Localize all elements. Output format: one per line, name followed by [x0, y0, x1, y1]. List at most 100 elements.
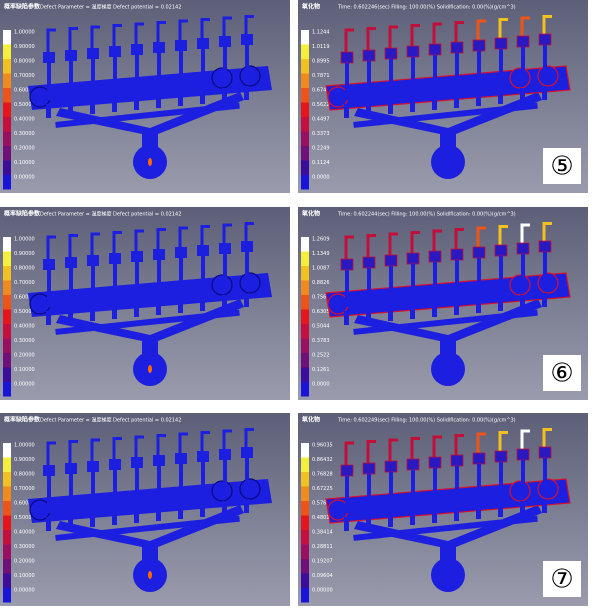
riser-hook — [366, 234, 376, 257]
legend-label: 1.1244 — [312, 30, 330, 36]
legend-label: 0.20000 — [14, 353, 35, 359]
legend-swatch — [3, 573, 11, 588]
riser-neck — [47, 270, 51, 307]
leg — [410, 511, 415, 525]
riser-neck — [477, 464, 481, 501]
legend-label: 0.40000 — [14, 324, 35, 330]
legend-label: 0.96035 — [312, 443, 333, 449]
casting — [325, 15, 571, 179]
leg — [46, 311, 51, 325]
legend-swatch — [3, 146, 11, 161]
legend-label: 0.60000 — [14, 88, 35, 94]
riser-neck — [455, 260, 459, 297]
riser-block — [219, 36, 231, 47]
legend-label: 0.86432 — [312, 457, 333, 463]
legend-swatch — [301, 530, 309, 545]
riser-hook — [222, 16, 232, 36]
riser-hook — [520, 16, 530, 36]
riser-neck — [345, 476, 349, 513]
legend-label: 0.60000 — [14, 295, 35, 301]
riser-neck — [157, 53, 161, 90]
riser-neck — [135, 55, 139, 92]
riser-hook — [366, 27, 376, 50]
runner-ring — [509, 480, 531, 502]
legend-swatch — [301, 251, 309, 266]
riser-block — [384, 460, 398, 473]
riser-block — [516, 448, 530, 461]
leg — [476, 505, 481, 519]
panel-title: 概率缺陷参数 — [4, 210, 41, 218]
legend-swatch — [3, 486, 11, 501]
label-box — [543, 561, 581, 597]
riser-neck — [345, 270, 349, 307]
legend-swatch — [3, 131, 11, 146]
leg — [112, 305, 117, 319]
legend-swatch — [3, 457, 11, 472]
panel-label: ⑥ — [550, 359, 573, 389]
leg — [244, 499, 249, 513]
riser-hook — [112, 24, 122, 46]
riser-hook — [542, 15, 552, 34]
riser-hook — [90, 232, 100, 255]
riser-hook — [68, 440, 78, 463]
leg — [156, 94, 161, 108]
legend-swatch — [3, 59, 11, 74]
legend-swatch — [3, 353, 11, 368]
riser-hook — [498, 431, 508, 451]
legend-swatch — [3, 30, 11, 45]
riser-hook — [410, 231, 420, 253]
legend-label: 0.48018 — [312, 515, 333, 521]
legend-label: 0.50000 — [14, 102, 35, 108]
riser-hook — [366, 440, 376, 463]
leg — [476, 92, 481, 106]
leg — [134, 96, 139, 110]
leg — [476, 299, 481, 313]
riser-block — [538, 446, 552, 459]
panel: 氧化物 Time: 0.602249(sec) Filling: 100.00(%… — [298, 413, 588, 606]
riser-neck — [455, 466, 459, 503]
legend-swatch — [3, 88, 11, 103]
leg — [432, 509, 437, 523]
leg — [410, 305, 415, 319]
runner-ring — [239, 272, 261, 294]
riser-hook — [178, 226, 188, 247]
ball — [431, 145, 465, 179]
leg — [542, 293, 547, 307]
riser-neck — [389, 472, 393, 509]
legend-swatch — [3, 102, 11, 117]
riser-hook — [134, 22, 144, 44]
riser-hook — [244, 428, 254, 447]
legend-label: 0.40000 — [14, 530, 35, 536]
riser-hook — [244, 222, 254, 241]
leg — [46, 517, 51, 531]
legend-label: 1.00000 — [14, 237, 35, 243]
legend-label: 0.10000 — [14, 367, 35, 373]
legend-label: 0.19207 — [312, 559, 333, 565]
riser-neck — [411, 57, 415, 94]
riser-block — [87, 255, 99, 266]
riser-hook — [498, 18, 508, 38]
legend-label: 0.8826 — [312, 280, 330, 286]
leg — [178, 92, 183, 106]
riser-neck — [157, 260, 161, 297]
legend-label: 0.20000 — [14, 146, 35, 152]
riser-hook — [68, 27, 78, 50]
lower-bar — [55, 102, 240, 128]
riser-block — [384, 254, 398, 267]
riser-neck — [179, 51, 183, 88]
casting — [28, 428, 272, 592]
riser-neck — [135, 468, 139, 505]
legend-label: 0.30000 — [14, 338, 35, 344]
runner-ring — [509, 67, 531, 89]
legend-label: 1.00000 — [14, 443, 35, 449]
legend-swatch — [301, 295, 309, 310]
leg — [200, 90, 205, 104]
riser-neck — [91, 59, 95, 96]
legend-label: 0.38414 — [312, 530, 333, 536]
riser-block — [362, 256, 376, 269]
legend-swatch — [301, 472, 309, 487]
leg — [200, 297, 205, 311]
leg — [68, 309, 73, 323]
panel-label: ⑦ — [550, 565, 573, 595]
legend-swatch — [3, 309, 11, 324]
